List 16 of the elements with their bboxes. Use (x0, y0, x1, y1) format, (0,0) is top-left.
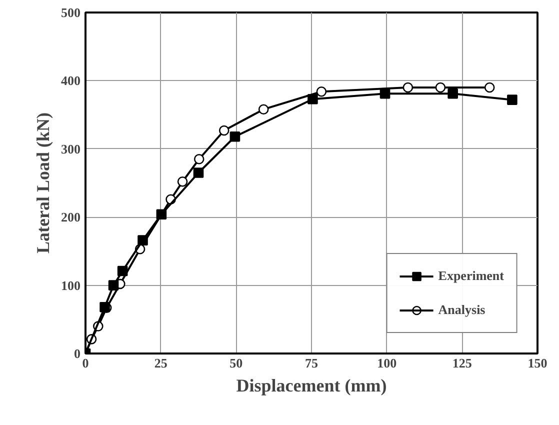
y-tick-label: 500 (61, 5, 80, 20)
x-axis-title: Displacement (mm) (236, 376, 387, 396)
x-tick-label: 100 (377, 356, 397, 370)
y-tick-label: 300 (61, 141, 80, 156)
x-tick-label: 75 (305, 356, 318, 370)
legend-label: Experiment (438, 268, 504, 284)
y-tick-label: 400 (61, 73, 80, 88)
legend-label: Analysis (438, 302, 486, 318)
y-axis-title: Lateral Load (kN) (33, 112, 53, 254)
y-tick-label: 0 (74, 346, 80, 361)
x-tick-label: 25 (154, 356, 168, 370)
x-tick-label: 150 (528, 356, 548, 370)
y-tick-label: 200 (61, 210, 80, 225)
x-tick-label: 125 (452, 356, 472, 370)
y-tick-label: 100 (61, 278, 80, 293)
x-tick-label: 50 (230, 356, 243, 370)
